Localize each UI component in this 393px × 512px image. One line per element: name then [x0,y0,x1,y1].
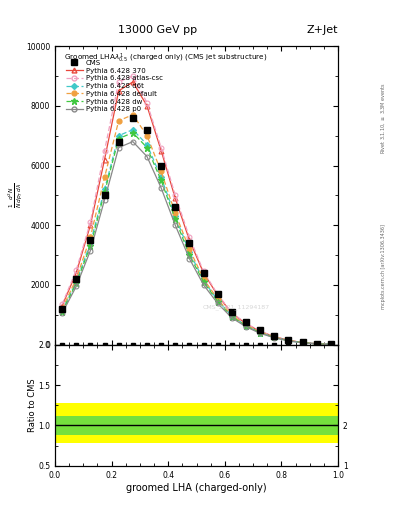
Y-axis label: $\frac{1}{N}\frac{d^2N}{dp_T\,d\lambda}$: $\frac{1}{N}\frac{d^2N}{dp_T\,d\lambda}$ [6,182,24,208]
X-axis label: groomed LHA (charged-only): groomed LHA (charged-only) [126,482,267,493]
Text: Z+Jet: Z+Jet [307,25,338,35]
Y-axis label: Ratio to CMS: Ratio to CMS [28,378,37,432]
Text: Rivet 3.1.10, $\geq$ 3.3M events: Rivet 3.1.10, $\geq$ 3.3M events [379,82,387,154]
Text: Groomed LHA$\lambda^{1}_{0.5}$ (charged only) (CMS jet substructure): Groomed LHA$\lambda^{1}_{0.5}$ (charged … [64,52,267,66]
Text: mcplots.cern.ch [arXiv:1306.3436]: mcplots.cern.ch [arXiv:1306.3436] [381,224,386,309]
Legend: CMS, Pythia 6.428 370, Pythia 6.428 atlas-csc, Pythia 6.428 d6t, Pythia 6.428 de: CMS, Pythia 6.428 370, Pythia 6.428 atla… [64,58,164,114]
Text: 13000 GeV pp: 13000 GeV pp [118,25,197,35]
Text: CMS_2021_11294187: CMS_2021_11294187 [202,305,269,310]
